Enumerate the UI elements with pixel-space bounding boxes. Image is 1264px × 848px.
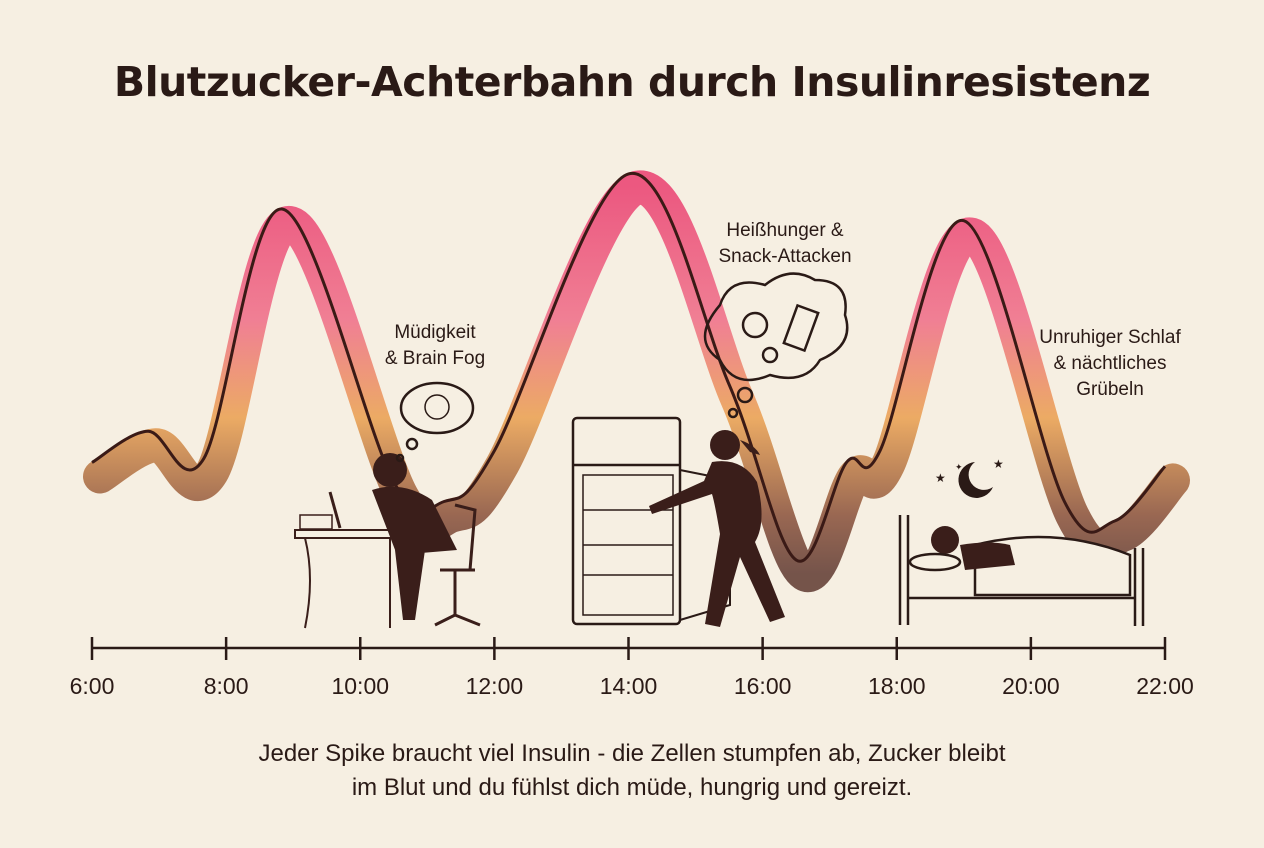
bed-illustration [898, 515, 1145, 626]
tick-label: 22:00 [1136, 673, 1194, 699]
tick-label: 18:00 [868, 673, 926, 699]
desk-worker-illustration [294, 453, 481, 629]
annotation-line: Unruhiger Schlaf [1039, 327, 1181, 348]
annotation-line: Heißhunger & [726, 220, 844, 241]
caption-line-1: Jeder Spike braucht viel Insulin - die Z… [258, 740, 1006, 767]
annotation-line: Grübeln [1076, 379, 1144, 400]
glucose-band [83, 170, 1190, 593]
tick-label: 14:00 [600, 673, 658, 699]
annotation-line: Müdigkeit [394, 322, 476, 343]
fridge-illustration [571, 416, 731, 626]
time-axis: 6:00 8:00 10:00 12:00 14:00 16:00 18:00 20:00 22… [70, 637, 1194, 699]
thought-cloud-snacks [703, 272, 849, 419]
woman-silhouette [649, 430, 785, 627]
chart-title: Blutzucker-Achterbahn durch Insulinresis… [113, 58, 1151, 106]
svg-text:✦: ✦ [955, 462, 963, 472]
moon-stars-icon: ★ ★ ✦ [935, 457, 1004, 498]
svg-text:★: ★ [935, 471, 946, 485]
tick-label: 16:00 [734, 673, 792, 699]
annotation-sleep: Unruhiger Schlaf & nächtliches Grübeln [1010, 325, 1210, 403]
caption: Jeder Spike braucht viel Insulin - die Z… [0, 737, 1264, 805]
annotation-line: & Brain Fog [384, 348, 486, 369]
caption-line-2: im Blut und du fühlst dich müde, hungrig… [351, 774, 913, 801]
svg-text:★: ★ [993, 457, 1004, 471]
tick-label: 10:00 [331, 673, 389, 699]
annotation-brain-fog: Müdigkeit & Brain Fog [360, 320, 510, 372]
annotation-line: Snack-Attacken [718, 246, 852, 267]
thought-cloud-brain-fog [395, 381, 475, 463]
annotation-cravings: Heißhunger & Snack-Attacken [690, 218, 880, 270]
tick-label: 20:00 [1002, 673, 1060, 699]
annotation-line: & nächtliches [1053, 353, 1167, 374]
tick-label: 12:00 [466, 673, 524, 699]
tick-label: 8:00 [204, 673, 249, 699]
tick-label: 6:00 [70, 673, 115, 699]
glucose-line [91, 172, 1167, 563]
